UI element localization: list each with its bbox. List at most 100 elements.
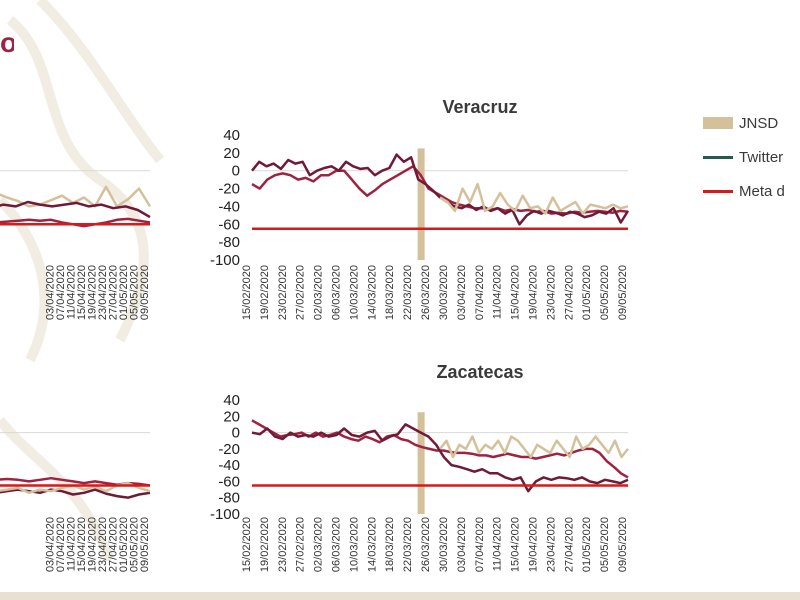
x-tick-label: 15/02/2020 — [241, 265, 253, 320]
y-tick-label: -60 — [218, 473, 240, 490]
x-tick-label: 01/05/2020 — [581, 265, 593, 320]
jnsd-bar — [417, 412, 425, 514]
legend-label-meta: Meta d — [739, 182, 785, 200]
x-tick-label: 11/04/2020 — [66, 517, 78, 571]
legend-item-twitter: Twitter — [703, 147, 783, 167]
series-line — [439, 435, 629, 459]
x-tick-label: 30/03/2020 — [438, 265, 450, 320]
x-tick-label: 02/03/2020 — [313, 265, 325, 320]
y-tick-label: -100 — [210, 506, 240, 523]
legend-item-jnsd: JNSD — [703, 113, 778, 133]
x-tick-label: 05/05/2020 — [599, 265, 611, 320]
y-tick-label: -40 — [218, 198, 240, 215]
series-line — [0, 476, 151, 487]
y-tick-label: 20 — [223, 408, 240, 425]
x-tick-label: 10/03/2020 — [348, 517, 360, 572]
x-tick-label: 23/04/2020 — [97, 517, 109, 572]
y-tick-label: 20 — [223, 145, 240, 162]
x-tick-label: 23/04/2020 — [97, 265, 109, 320]
x-tick-label: 15/04/2020 — [76, 517, 88, 572]
legend-swatch-meta — [703, 189, 733, 193]
y-tick-label: 40 — [223, 127, 240, 144]
x-tick-label: 22/03/2020 — [402, 265, 414, 320]
y-tick-label: 0 — [232, 163, 240, 180]
legend-swatch-jnsd — [703, 117, 733, 129]
y-tick-label: 0 — [232, 425, 240, 442]
x-tick-label: 15/04/2020 — [510, 265, 522, 320]
x-tick-label: 07/04/2020 — [474, 265, 486, 320]
jnsd-bar — [417, 148, 425, 260]
x-tick-label: 03/04/2020 — [45, 517, 57, 572]
x-tick-label: 07/04/2020 — [55, 265, 67, 320]
series-line — [0, 185, 152, 208]
x-tick-label: 09/05/2020 — [139, 517, 151, 572]
x-tick-label: 18/03/2020 — [384, 265, 396, 320]
x-tick-label: 19/04/2020 — [87, 517, 99, 572]
x-tick-label: 05/05/2020 — [599, 517, 611, 572]
x-tick-label: 11/04/2020 — [492, 265, 504, 319]
x-tick-label: 14/03/2020 — [366, 265, 378, 320]
series-line — [0, 481, 151, 495]
y-tick-label: -20 — [218, 181, 240, 198]
y-tick-label: -40 — [218, 457, 240, 474]
x-tick-label: 15/02/2020 — [241, 517, 253, 572]
x-tick-label: 15/04/2020 — [76, 265, 88, 320]
y-tick-label: -20 — [218, 441, 240, 458]
chart-title: Veracruz — [442, 97, 517, 117]
x-tick-label: 01/05/2020 — [118, 265, 130, 320]
series-line — [439, 182, 629, 215]
series-line — [0, 488, 151, 499]
x-tick-label: 06/03/2020 — [331, 517, 343, 572]
x-tick-label: 22/03/2020 — [402, 517, 414, 572]
x-tick-label: 09/05/2020 — [617, 517, 629, 572]
x-tick-label: 05/05/2020 — [129, 517, 141, 572]
x-tick-label: 26/03/2020 — [420, 265, 432, 320]
chart-title: Zacatecas — [436, 362, 523, 382]
x-tick-label: 03/04/2020 — [456, 265, 468, 320]
x-tick-label: 19/04/2020 — [527, 517, 539, 572]
legend-label-twitter: Twitter — [739, 148, 784, 166]
y-tick-label: -80 — [218, 490, 240, 507]
x-tick-label: 27/04/2020 — [108, 265, 120, 320]
legend-label-jnsd: JNSD — [739, 114, 779, 132]
x-tick-label: 09/05/2020 — [617, 265, 629, 320]
x-tick-label: 10/03/2020 — [348, 265, 360, 320]
x-tick-label: 27/02/2020 — [295, 517, 307, 572]
x-tick-label: 14/03/2020 — [366, 517, 378, 572]
x-tick-label: 30/03/2020 — [438, 517, 450, 572]
x-tick-label: 26/03/2020 — [420, 517, 432, 572]
x-tick-label: 19/02/2020 — [259, 265, 271, 320]
x-tick-label: 11/04/2020 — [492, 517, 504, 571]
y-tick-label: -100 — [210, 252, 240, 269]
x-tick-label: 27/04/2020 — [108, 517, 120, 572]
x-tick-label: 03/04/2020 — [45, 265, 57, 320]
series-line — [0, 217, 151, 228]
x-tick-label: 05/05/2020 — [129, 265, 141, 320]
legend-item-meta: Meta d — [703, 181, 785, 201]
x-tick-label: 19/04/2020 — [87, 265, 99, 320]
x-tick-label: 01/05/2020 — [581, 517, 593, 572]
footer-bar — [0, 592, 800, 600]
x-tick-label: 27/04/2020 — [563, 265, 575, 320]
x-tick-label: 09/05/2020 — [139, 265, 151, 320]
x-tick-label: 06/03/2020 — [331, 265, 343, 320]
x-tick-label: 02/03/2020 — [313, 517, 325, 572]
x-tick-label: 07/04/2020 — [55, 517, 67, 572]
x-tick-label: 23/04/2020 — [545, 517, 557, 572]
y-tick-label: 40 — [223, 392, 240, 409]
x-tick-label: 27/04/2020 — [563, 517, 575, 572]
x-tick-label: 23/02/2020 — [277, 265, 289, 320]
x-tick-label: 18/03/2020 — [384, 517, 396, 572]
x-tick-label: 19/04/2020 — [527, 265, 539, 320]
x-tick-label: 03/04/2020 — [456, 517, 468, 572]
x-tick-label: 23/02/2020 — [277, 517, 289, 572]
series-line — [251, 423, 629, 493]
header-title-fragment: o — [0, 28, 14, 58]
legend-swatch-twitter — [703, 155, 733, 159]
series-line — [251, 153, 630, 226]
x-tick-label: 19/02/2020 — [259, 517, 271, 572]
series-line — [0, 200, 151, 219]
y-tick-label: -60 — [218, 216, 240, 233]
